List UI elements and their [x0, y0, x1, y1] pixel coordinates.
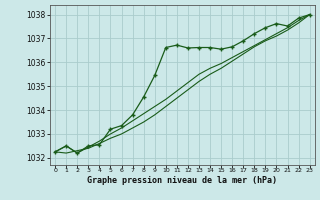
X-axis label: Graphe pression niveau de la mer (hPa): Graphe pression niveau de la mer (hPa) [87, 176, 277, 185]
